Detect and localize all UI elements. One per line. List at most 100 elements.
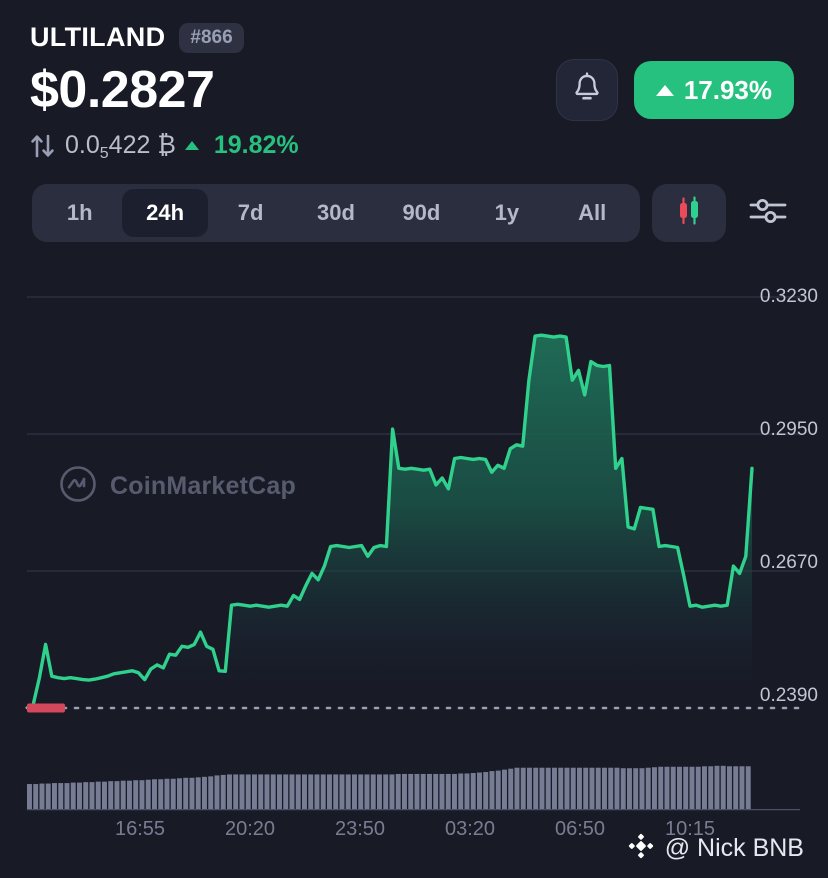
- volume-bar: [252, 774, 257, 809]
- volume-bar: [420, 773, 426, 809]
- volume-chart[interactable]: [0, 755, 828, 813]
- volume-bar: [70, 782, 76, 809]
- volume-bar: [633, 768, 639, 809]
- btc-price-subscript: 5: [99, 145, 109, 162]
- tab-30d[interactable]: 30d: [317, 200, 355, 225]
- volume-bar: [683, 766, 689, 809]
- volume-bar: [695, 766, 701, 809]
- x-axis-tick-2: 23:50: [334, 818, 386, 840]
- chart-settings-button[interactable]: [738, 184, 798, 242]
- volume-bar: [245, 774, 251, 809]
- volume-bar: [408, 773, 414, 809]
- alert-button[interactable]: [555, 59, 618, 121]
- volume-bar: [452, 773, 457, 809]
- x-axis-tick-3: 03:20: [444, 818, 496, 840]
- volume-bar: [377, 774, 382, 809]
- volume-bar: [577, 767, 582, 809]
- volume-bar: [670, 766, 676, 809]
- volume-bar: [414, 773, 420, 809]
- btc-price-row: 0.05422 ₿ 19.82%: [30, 131, 798, 162]
- volume-bar: [589, 767, 595, 809]
- volume-bar: [483, 772, 489, 809]
- volume-bar: [708, 766, 714, 809]
- volume-bar: [433, 773, 439, 809]
- volume-bar: [545, 767, 551, 809]
- page-title: ULTILAND: [30, 22, 166, 52]
- volume-bar: [733, 766, 739, 809]
- volume-bar: [502, 769, 507, 809]
- volume-bar: [364, 774, 370, 809]
- volume-bar: [677, 766, 682, 809]
- volume-bar: [220, 774, 226, 809]
- price-chart[interactable]: 0.3230 0.2950 0.2670 0.2390 CoinMarketCa…: [0, 268, 828, 758]
- credit-text: @ Nick BNB: [664, 834, 804, 862]
- volume-bar: [39, 783, 45, 809]
- coinmarketcap-logo-icon: [58, 464, 98, 509]
- volume-bar: [464, 773, 470, 809]
- volume-bar: [239, 774, 245, 809]
- volume-bar: [470, 773, 476, 809]
- volume-bar: [714, 765, 720, 809]
- volume-bar: [214, 775, 220, 809]
- volume-bar: [608, 767, 614, 809]
- volume-bar: [95, 781, 101, 809]
- bnb-logo-icon: [626, 831, 656, 866]
- volume-bar: [233, 774, 239, 809]
- triangle-up-small-icon: [184, 141, 199, 150]
- volume-bar: [289, 774, 295, 809]
- volume-bar: [283, 774, 289, 809]
- y-axis-label-1: 0.2950: [759, 419, 818, 440]
- volume-bar: [439, 773, 445, 809]
- x-axis-tick-0: 16:55: [114, 818, 166, 840]
- volume-bar: [64, 783, 70, 809]
- y-axis-label-3: 0.2390: [759, 685, 818, 706]
- volume-bar: [333, 774, 339, 809]
- volume-bar: [745, 766, 751, 809]
- rank-badge: #866: [179, 22, 244, 53]
- tab-1y[interactable]: 1y: [494, 200, 520, 225]
- btc-change-value: 19.82%: [213, 131, 299, 159]
- y-axis-label-2: 0.2670: [759, 552, 818, 573]
- price-actions: 17.93%: [555, 59, 798, 121]
- price-row: $0.2827 17.93%: [30, 59, 798, 121]
- price-chart-svg[interactable]: [0, 268, 828, 758]
- volume-chart-svg[interactable]: [0, 755, 828, 813]
- volume-bar: [139, 780, 145, 809]
- tab-90d[interactable]: 90d: [402, 200, 441, 225]
- volume-bar: [389, 774, 395, 809]
- volume-bar: [627, 768, 632, 809]
- volume-bar: [277, 774, 282, 809]
- tab-1h[interactable]: 1h: [66, 200, 93, 225]
- x-axis: 16:55 20:20 23:50 03:20 06:50 10:15: [0, 818, 828, 852]
- tab-7d[interactable]: 7d: [237, 200, 264, 225]
- x-axis-tick-4: 06:50: [554, 818, 606, 840]
- candlestick-toggle-button[interactable]: [652, 184, 726, 242]
- x-axis-tick-5: 10:15: [664, 818, 716, 840]
- volume-bar: [33, 784, 39, 809]
- volume-bar: [170, 778, 176, 809]
- volume-bar: [645, 767, 651, 809]
- volume-bar: [45, 783, 51, 809]
- volume-bar: [77, 782, 82, 809]
- volume-bar: [102, 781, 107, 809]
- header: ULTILAND #866 $0.2827 17.93: [0, 0, 828, 162]
- volume-bar: [145, 779, 151, 809]
- volume-bar: [520, 767, 526, 809]
- volume-bar: [527, 767, 532, 809]
- volume-bar: [602, 767, 607, 809]
- volume-bar: [158, 779, 164, 809]
- volume-bar: [508, 768, 514, 809]
- volume-bar: [620, 768, 626, 809]
- volume-bar: [458, 773, 464, 809]
- volume-bar: [489, 771, 495, 809]
- volume-bar: [339, 774, 345, 809]
- volume-bar: [583, 767, 589, 809]
- credit: @ Nick BNB: [626, 831, 804, 866]
- chart-line: [25, 333, 754, 708]
- volume-bar: [533, 767, 539, 809]
- volume-bar: [27, 784, 32, 809]
- tab-24h[interactable]: 24h: [122, 189, 208, 237]
- volume-bar: [114, 781, 120, 809]
- tab-all[interactable]: All: [578, 200, 607, 225]
- volume-bar: [314, 774, 320, 809]
